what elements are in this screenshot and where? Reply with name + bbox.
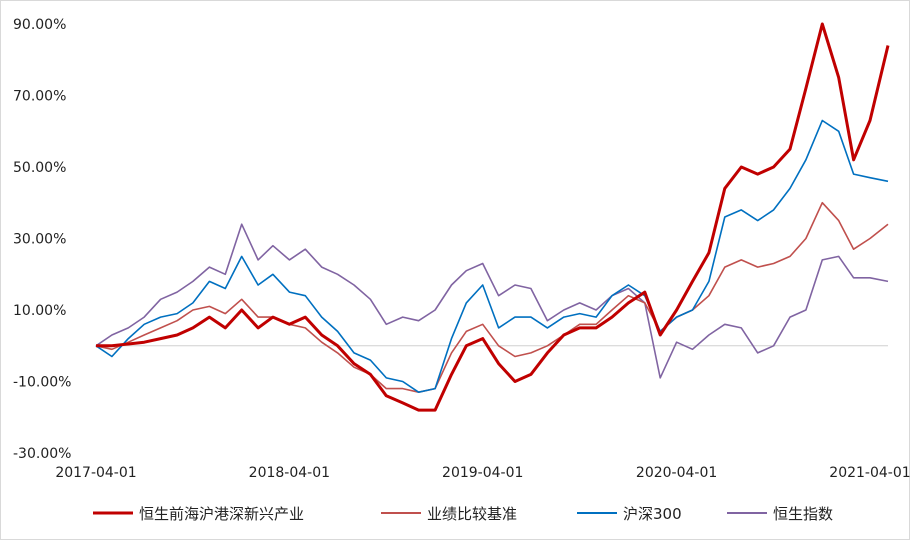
series-line-2 — [95, 119, 889, 394]
y-tick-label: 50.00% — [13, 160, 66, 176]
series-line-3 — [95, 223, 889, 379]
y-tick-label: 70.00% — [13, 89, 66, 105]
legend-label: 恒生指数 — [773, 505, 833, 523]
y-tick-label: -10.00% — [13, 375, 71, 391]
x-tick-label: 2019-04-01 — [442, 465, 523, 481]
y-tick-label: 30.00% — [13, 232, 66, 248]
series-line-1 — [95, 201, 889, 394]
legend-label: 沪深300 — [623, 505, 682, 523]
series-lines — [95, 22, 890, 412]
legend: 恒生前海沪港深新兴产业 业绩比较基准 沪深300 恒生指数 — [93, 505, 833, 523]
legend-label: 业绩比较基准 — [427, 505, 517, 523]
y-tick-label: 10.00% — [13, 303, 66, 319]
x-tick-label: 2018-04-01 — [249, 465, 330, 481]
y-axis-tick-labels: 90.00% 70.00% 50.00% 30.00% 10.00% -10.00% -30… — [13, 17, 71, 462]
series-line-0 — [96, 22, 890, 412]
x-tick-label: 2020-04-01 — [636, 465, 717, 481]
x-tick-label: 2021-04-01 — [829, 465, 910, 481]
y-tick-label: -30.00% — [13, 446, 71, 462]
y-tick-label: 90.00% — [13, 17, 66, 33]
x-tick-label: 2017-04-01 — [55, 465, 136, 481]
x-axis-tick-labels: 2017-04-01 2018-04-01 2019-04-01 2020-04-01… — [55, 465, 910, 481]
legend-label: 恒生前海沪港深新兴产业 — [139, 505, 304, 523]
